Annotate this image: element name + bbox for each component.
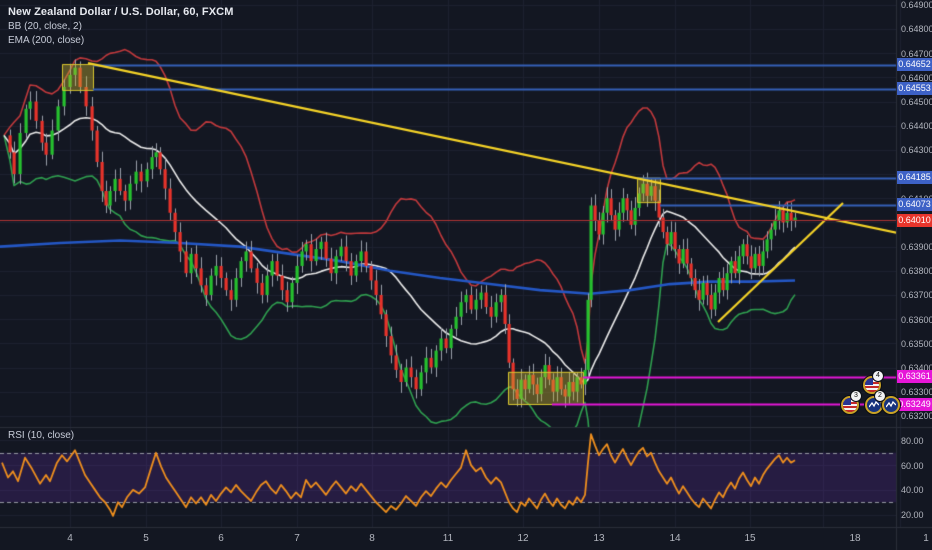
time-label: 5 <box>143 533 149 544</box>
price-tick-label: 0.63400 <box>901 363 932 373</box>
price-tick-label: 0.64500 <box>901 97 932 108</box>
price-tick-label: 0.64700 <box>901 48 932 59</box>
price-badge: 0.63361 <box>897 370 932 384</box>
idea-bubble-flag-icon[interactable] <box>863 376 881 394</box>
price-badge: 0.64652 <box>897 58 932 72</box>
bb-indicator-label[interactable]: BB (20, close, 2) <box>8 21 82 32</box>
rsi-indicator-label[interactable]: RSI (10, close) <box>8 430 75 441</box>
idea-count-badge: 2 <box>875 391 885 401</box>
price-tick-label: 0.64300 <box>901 145 932 156</box>
time-label: 15 <box>744 533 756 544</box>
symbol-title[interactable]: New Zealand Dollar / U.S. Dollar, 60, FX… <box>8 6 234 18</box>
time-label: 11 <box>442 533 454 544</box>
price-badge: 0.64553 <box>897 82 932 96</box>
price-tick-label: 0.64600 <box>901 72 932 83</box>
rsi-tick-label: 80.00 <box>901 435 924 446</box>
time-label: 13 <box>593 533 605 544</box>
time-label: 6 <box>218 533 224 544</box>
price-tick-label: 0.64400 <box>901 121 932 132</box>
flag-canton <box>865 378 873 385</box>
idea-count-badge: 4 <box>873 371 883 381</box>
price-tick-label: 0.63600 <box>901 314 932 325</box>
time-label: 12 <box>517 533 529 544</box>
price-badge: 0.63249 <box>897 397 932 411</box>
time-label: 18 <box>849 533 861 544</box>
price-badge: 0.64185 <box>897 171 932 185</box>
price-tick-label: 0.63500 <box>901 338 932 349</box>
price-badge: 0.64010 <box>897 213 932 227</box>
time-label: 8 <box>369 533 375 544</box>
time-label: 7 <box>294 533 300 544</box>
price-tick-label: 0.64900 <box>901 0 932 11</box>
price-tick-label: 0.64800 <box>901 24 932 35</box>
price-tick-label: 0.63300 <box>901 387 932 398</box>
price-tick-label: 0.63700 <box>901 290 932 301</box>
rsi-tick-label: 20.00 <box>901 510 924 521</box>
idea-bubble-flag-icon[interactable] <box>841 396 859 414</box>
price-tick-label: 0.63200 <box>901 411 932 422</box>
ema-indicator-label[interactable]: EMA (200, close) <box>8 35 85 46</box>
flag-canton <box>843 398 851 405</box>
price-tick-label: 0.63900 <box>901 242 932 253</box>
rsi-tick-label: 60.00 <box>901 460 924 471</box>
chart-legend: New Zealand Dollar / U.S. Dollar, 60, FX… <box>8 6 233 46</box>
time-label: 1 <box>923 533 929 544</box>
idea-bubble-chart-icon[interactable] <box>882 396 900 414</box>
time-label: 4 <box>67 533 73 544</box>
price-tick-label: 0.63800 <box>901 266 932 277</box>
idea-count-badge: 3 <box>851 391 861 401</box>
price-badge: 0.64073 <box>897 198 932 212</box>
rsi-tick-label: 40.00 <box>901 485 924 496</box>
time-label: 14 <box>669 533 681 544</box>
